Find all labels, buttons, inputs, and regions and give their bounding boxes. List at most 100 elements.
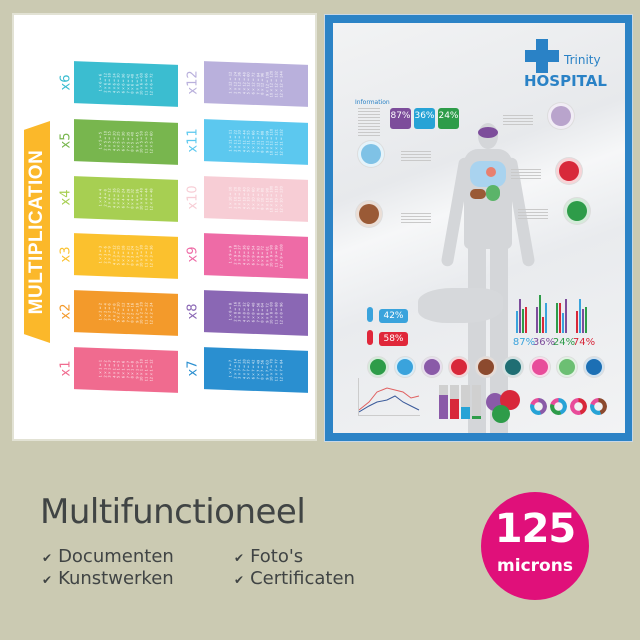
- bar-track: [472, 385, 481, 419]
- bar-fill: [439, 395, 448, 419]
- stat-bar: [522, 309, 524, 333]
- brain-text: [503, 115, 533, 127]
- feature-item: ✔ Documenten: [42, 546, 174, 567]
- bar-fill: [472, 415, 481, 419]
- check-icon: ✔: [42, 573, 53, 587]
- stat-bar: [565, 299, 567, 333]
- apple-icon: [584, 357, 604, 377]
- percentage-tile: 24%: [438, 108, 459, 129]
- stomach-circle-icon: [564, 198, 590, 224]
- banner-title: MULTIPLICATION: [26, 149, 47, 315]
- stat-bar: [539, 295, 541, 333]
- badge-unit: microns: [497, 556, 573, 576]
- gender-percent: 58%: [379, 332, 408, 346]
- heart-organ-icon: [449, 357, 469, 377]
- stat-bar: [562, 313, 564, 333]
- info-text: [358, 108, 380, 138]
- equations: 1 × 10 = 10 2 × 10 = 20 3 × 10 = 30 4 × 10 …: [228, 186, 283, 214]
- info-title: Information: [355, 99, 390, 106]
- equations: 1 × 11 = 11 2 × 11 = 22 3 × 11 = 33 4 × 11 …: [228, 129, 283, 157]
- bar-stat-value: 36%: [532, 337, 556, 348]
- table-label: x10: [185, 185, 201, 210]
- stat-bar: [516, 311, 518, 333]
- table-label: x3: [58, 246, 74, 263]
- female-icon: [367, 330, 373, 345]
- percentage-tile: 36%: [414, 108, 435, 129]
- stat-bar: [559, 303, 561, 333]
- stat-bar: [525, 307, 527, 333]
- thickness-badge: 125 microns: [481, 492, 589, 600]
- bar-stat-value: 87%: [512, 337, 536, 348]
- donut-chart: [570, 398, 587, 415]
- world-map: [418, 288, 503, 323]
- table-label: x12: [185, 70, 201, 95]
- stat-bar: [582, 309, 584, 333]
- bar-fill: [450, 399, 459, 419]
- equations: 1 × 12 = 12 2 × 12 = 24 3 × 12 = 36 4 × 12 …: [228, 71, 283, 99]
- venn-diagram: [486, 390, 526, 429]
- feature-item: ✔ Kunstwerken: [42, 568, 174, 589]
- check-icon: ✔: [234, 551, 245, 565]
- brand-trinity: Trinity: [564, 53, 601, 67]
- table-label: x9: [185, 246, 201, 263]
- feature-label: Documenten: [58, 546, 174, 567]
- lungs-text: [401, 151, 431, 163]
- line-chart: [358, 378, 420, 416]
- brain-icon: [422, 357, 442, 377]
- feature-label: Foto's: [250, 546, 304, 567]
- gender-percent: 42%: [379, 309, 408, 323]
- bar-stat-value: 74%: [572, 337, 596, 348]
- liver-icon: [476, 357, 496, 377]
- stat-bar: [556, 303, 558, 333]
- lungs-icon: [395, 357, 415, 377]
- bar-stat-value: 24%: [552, 337, 576, 348]
- brand-hospital: HOSPITAL: [524, 72, 607, 90]
- feature-label: Certificaten: [250, 568, 355, 589]
- donut-chart: [590, 398, 607, 415]
- multiplication-banner: [24, 121, 50, 343]
- feature-item: ✔ Foto's: [234, 546, 303, 567]
- heart-icon: [530, 357, 550, 377]
- feature-item: ✔ Certificaten: [234, 568, 355, 589]
- table-label: x7: [185, 360, 201, 377]
- table-label: x5: [58, 132, 74, 149]
- stat-bar: [576, 311, 578, 333]
- table-label: x4: [58, 189, 74, 206]
- lungs-circle-icon: [358, 141, 384, 167]
- badge-number: 125: [494, 506, 577, 552]
- donut-chart: [550, 398, 567, 415]
- stat-bar: [579, 299, 581, 333]
- stomach-text: [518, 209, 548, 221]
- table-block-x11: 1 × 11 = 11 2 × 11 = 22 3 × 11 = 33 4 × 11 …: [204, 119, 308, 165]
- percentage-tile: 87%: [390, 108, 411, 129]
- male-icon: [367, 307, 373, 322]
- hospital-poster-in-blue-frame: Trinity HOSPITAL Information 87% 36% 24%: [324, 14, 633, 442]
- heart-circle-icon: [556, 158, 582, 184]
- liver-text: [401, 213, 431, 225]
- table-label: x11: [185, 128, 201, 153]
- medical-cross-icon: [525, 39, 559, 73]
- check-icon: ✔: [234, 573, 245, 587]
- hospital-infographic: Trinity HOSPITAL Information 87% 36% 24%: [333, 23, 625, 433]
- check-icon: ✔: [42, 551, 53, 565]
- stomach-icon: [368, 357, 388, 377]
- table-label: x2: [58, 303, 74, 320]
- table-block-x10: 1 × 10 = 10 2 × 10 = 20 3 × 10 = 30 4 × 10 …: [204, 176, 308, 222]
- stat-bar: [536, 307, 538, 333]
